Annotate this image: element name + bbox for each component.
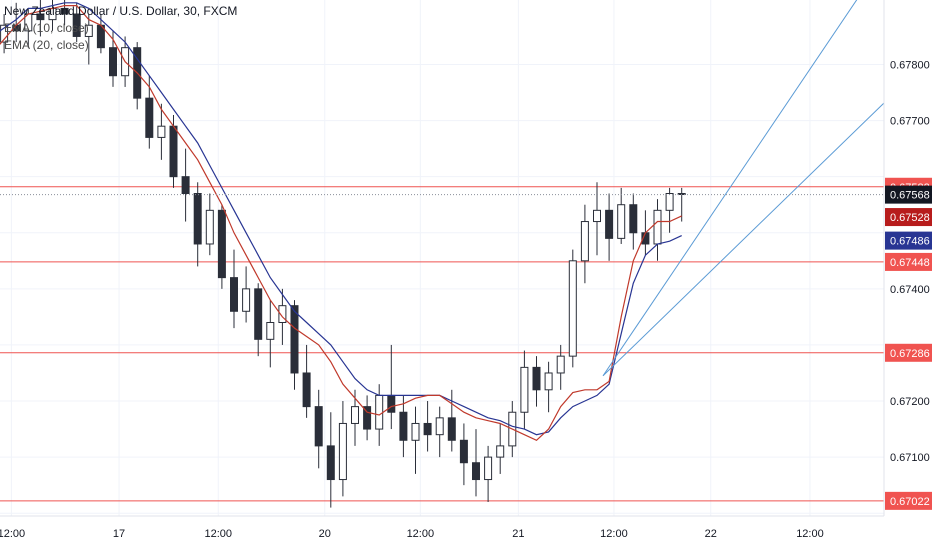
time-tick-label-6: 12:00 [600, 528, 628, 540]
candle-body-25 [290, 305, 299, 374]
price-label-box-5 [885, 343, 932, 362]
candle-body-18 [205, 209, 214, 245]
price-label-text-4: 0.67448 [890, 257, 930, 269]
candle-body-53 [629, 204, 638, 234]
moving-averages [0, 2, 682, 442]
time-tick-label-3: 20 [319, 528, 331, 540]
candle-body-36 [423, 422, 432, 436]
price-label-box-2 [885, 208, 932, 227]
candle-body-42 [496, 445, 505, 458]
time-tick-label-2: 12:00 [205, 528, 233, 540]
price-tick-label-4: 0.67400 [890, 284, 930, 296]
candle-body-55 [653, 209, 662, 245]
candle-body-38 [447, 417, 456, 441]
horizontal-levels [0, 186, 884, 502]
candle-body-19 [217, 209, 226, 279]
legend-ema20[interactable]: EMA (20, close) [4, 38, 89, 52]
candle-body-41 [484, 456, 493, 481]
candle-body-45 [532, 366, 541, 391]
candle-body-20 [230, 277, 238, 312]
legend-ema10[interactable]: EMA (10, close) [4, 21, 89, 35]
candle-body-26 [302, 372, 311, 408]
price-label-box-1 [885, 185, 932, 204]
candle-body-33 [387, 394, 396, 413]
price-label-box-3 [885, 231, 932, 250]
price-label-text-3: 0.67486 [890, 236, 930, 248]
candle-body-1 [0, 24, 9, 43]
candle-body-34 [399, 411, 408, 441]
price-label-box-4 [885, 252, 932, 271]
candle-body-56 [665, 193, 674, 211]
candle-body-52 [617, 204, 626, 239]
candle-body-13 [145, 97, 154, 138]
candle-body-21 [242, 288, 251, 312]
price-label-text-6: 0.67022 [890, 496, 930, 508]
candle-body-35 [411, 422, 420, 441]
candle-body-14 [157, 125, 166, 138]
candle-body-46 [544, 372, 553, 391]
candle-body-40 [472, 462, 480, 481]
candle-body-32 [375, 394, 384, 430]
candle-body-31 [363, 406, 372, 430]
ema10-line[interactable] [0, 4, 682, 442]
candle-body-48 [568, 260, 577, 357]
candle-body-37 [435, 417, 444, 436]
time-tick-label-1: 17 [113, 528, 125, 540]
trend-line-0[interactable] [602, 0, 860, 377]
candle-body-22 [254, 288, 263, 340]
candle-body-16 [181, 176, 190, 195]
candle-body-24 [278, 305, 287, 324]
price-label-box-6 [885, 491, 932, 510]
candle-body-44 [520, 366, 529, 413]
price-tick-label-7: 0.67100 [890, 452, 930, 464]
ema20-line[interactable] [0, 2, 682, 436]
price-axis[interactable]: 0.67800 0.67700 0.67400 0.67200 0.67100 [890, 60, 930, 465]
candle-body-50 [593, 209, 601, 223]
candle-body-17 [193, 193, 202, 245]
candle-body-6 [60, 7, 69, 15]
candle-body-39 [459, 439, 468, 464]
time-axis-background [0, 516, 932, 550]
trend-line-1[interactable] [602, 102, 885, 377]
candle-body-15 [169, 125, 178, 178]
candle-body-49 [580, 221, 589, 262]
candle-body-28 [326, 445, 335, 481]
candle-body-8 [84, 24, 93, 37]
time-tick-label-5: 21 [512, 528, 524, 540]
chart-legend: New Zealand Dollar / U.S. Dollar, 30, FX… [4, 3, 237, 54]
trend-lines [602, 0, 885, 377]
time-axis[interactable]: 12:00 17 12:00 20 12:00 21 12:00 22 12:00 [0, 528, 824, 540]
candle-body-47 [556, 355, 565, 374]
candle-body-23 [266, 322, 275, 340]
candle-body-27 [314, 406, 323, 447]
time-tick-label-8: 12:00 [796, 528, 824, 540]
price-label-text-1: 0.67568 [890, 190, 930, 202]
time-tick-label-0: 12:00 [0, 528, 25, 540]
candle-body-7 [72, 13, 81, 37]
candles [0, 0, 686, 508]
candle-body-30 [351, 406, 359, 424]
candle-body-51 [605, 209, 614, 239]
candle-body-10 [109, 47, 117, 77]
time-tick-label-7: 22 [705, 528, 717, 540]
grid [0, 0, 884, 516]
price-tick-label-0: 0.67800 [890, 60, 930, 72]
price-labels: 0.675820.675680.675280.674860.674480.672… [885, 177, 932, 510]
price-tick-label-1: 0.67700 [890, 116, 930, 128]
time-tick-label-4: 12:00 [407, 528, 435, 540]
candle-body-4 [36, 13, 45, 21]
price-label-text-5: 0.67286 [890, 348, 930, 360]
candle-body-29 [338, 422, 347, 481]
price-label-text-2: 0.67528 [890, 212, 930, 224]
legend-symbol[interactable]: New Zealand Dollar / U.S. Dollar, 30, FX… [4, 4, 238, 18]
price-tick-label-6: 0.67200 [890, 396, 930, 408]
